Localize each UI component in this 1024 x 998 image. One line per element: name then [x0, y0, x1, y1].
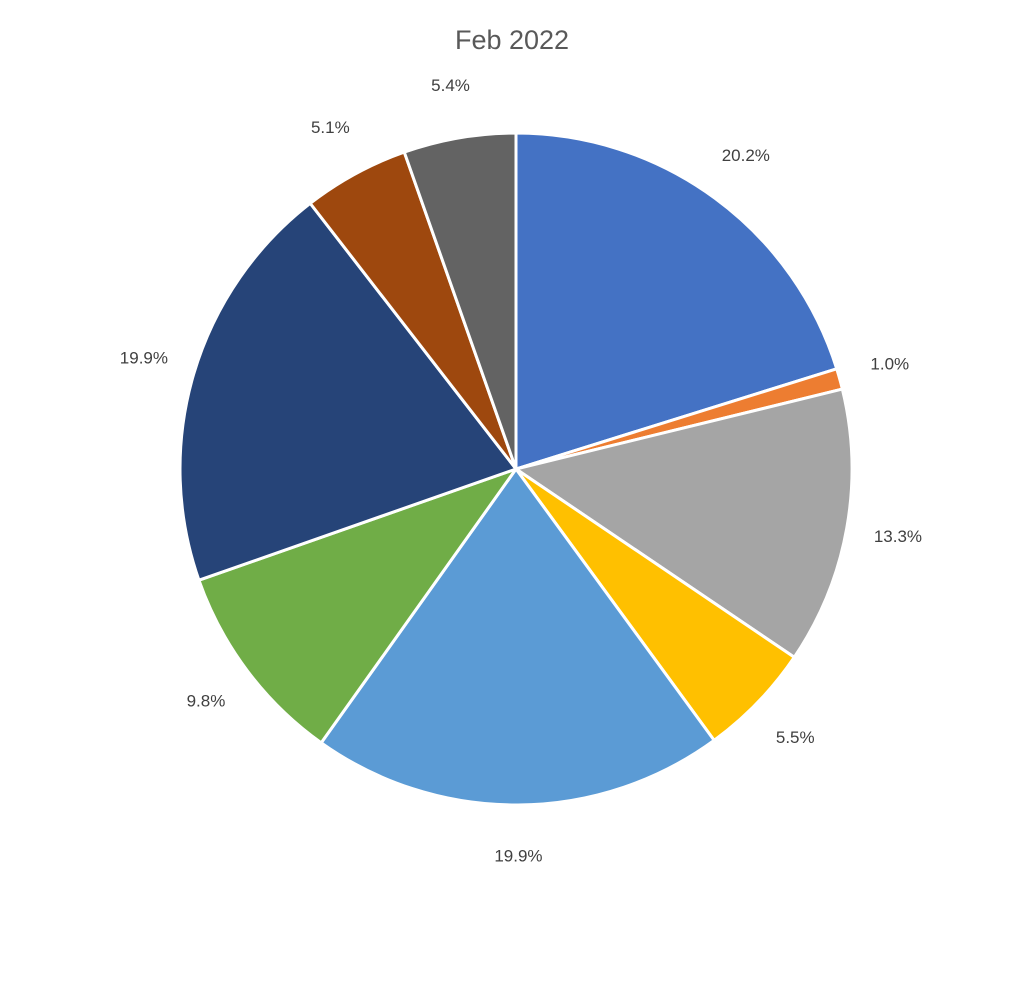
pie-slice	[514, 131, 839, 471]
pie-slice	[514, 387, 854, 659]
data-label: 9.8%	[187, 692, 226, 711]
pie-slice	[178, 201, 518, 582]
data-label: 13.3%	[874, 527, 922, 546]
data-label: 5.1%	[311, 118, 350, 137]
data-label: 19.9%	[120, 349, 168, 368]
pie-slice	[402, 131, 518, 471]
data-label: 5.4%	[431, 76, 470, 95]
chart-title: Feb 2022	[455, 25, 569, 55]
data-label: 5.5%	[776, 728, 815, 747]
data-label: 1.0%	[870, 354, 909, 373]
data-label: 19.9%	[494, 846, 542, 865]
pie-slice	[319, 467, 716, 807]
data-label: 20.2%	[722, 146, 770, 165]
pie-slice	[197, 467, 518, 745]
